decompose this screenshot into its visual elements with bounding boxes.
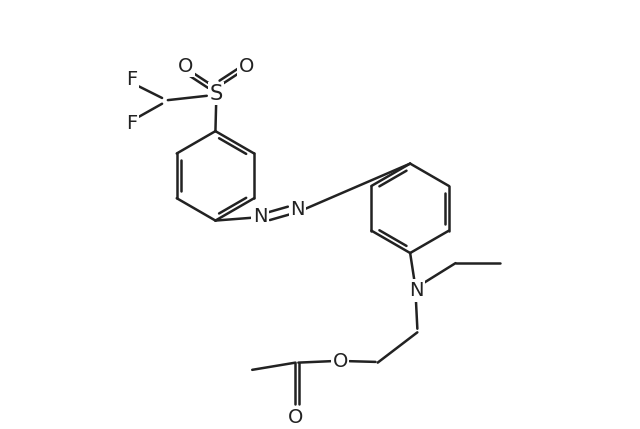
Text: O: O (239, 57, 254, 76)
Text: S: S (209, 84, 223, 104)
Text: N: N (253, 208, 268, 227)
Text: F: F (126, 70, 138, 89)
Text: O: O (178, 57, 193, 76)
Text: N: N (291, 200, 305, 219)
Text: O: O (288, 408, 303, 427)
Text: F: F (126, 115, 138, 133)
Text: O: O (333, 352, 348, 371)
Text: N: N (409, 281, 423, 300)
